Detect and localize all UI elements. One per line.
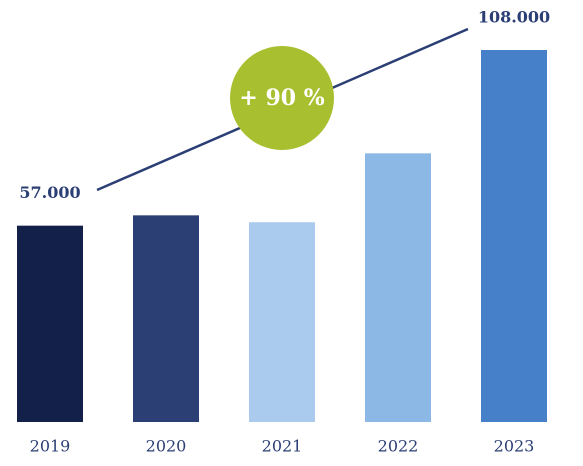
annotation-badge bbox=[230, 46, 334, 150]
bar bbox=[133, 215, 199, 422]
bar bbox=[249, 222, 315, 422]
x-tick-label: 2020 bbox=[146, 437, 187, 456]
bar bbox=[365, 153, 431, 423]
bar bbox=[17, 225, 83, 422]
annotation: + 90 % bbox=[239, 85, 324, 111]
x-tick-label: 2021 bbox=[262, 437, 303, 456]
x-tick-label: 2022 bbox=[378, 437, 419, 456]
bar bbox=[481, 50, 547, 422]
x-tick-label: 2023 bbox=[494, 437, 535, 456]
value-label: 108.000 bbox=[478, 8, 550, 27]
value-label: 57.000 bbox=[19, 183, 80, 202]
x-tick-label: 2019 bbox=[30, 437, 71, 456]
